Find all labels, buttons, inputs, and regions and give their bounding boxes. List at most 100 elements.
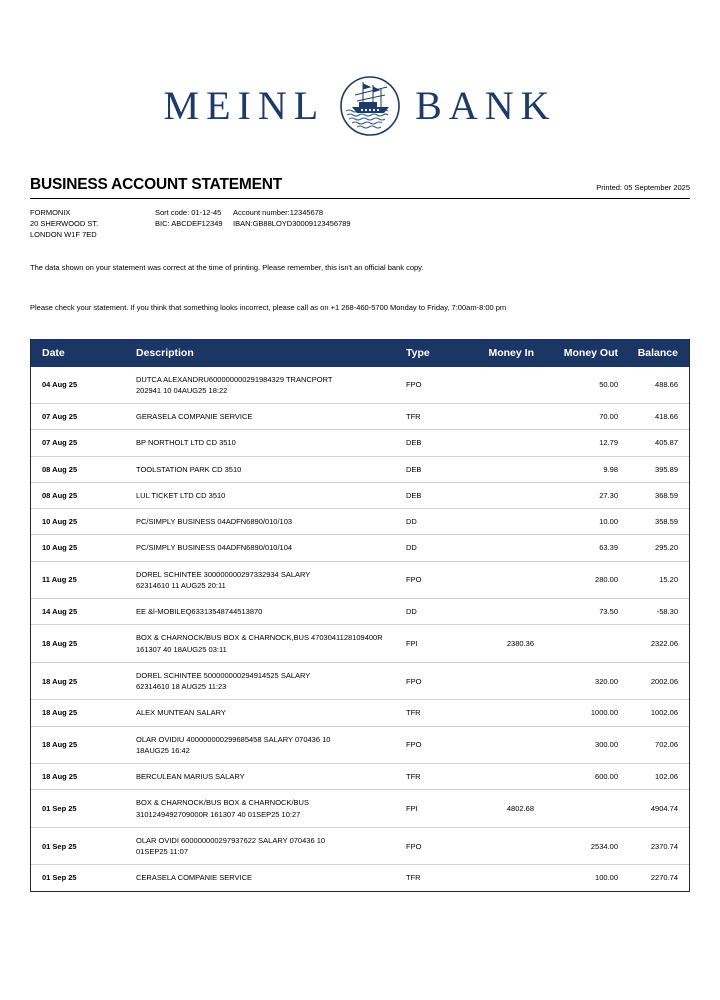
table-row: 18 Aug 25 BOX & CHARNOCK/BUS BOX & CHARNO… xyxy=(31,624,689,663)
cell-date: 11 Aug 25 xyxy=(31,561,128,600)
column-header-date: Date xyxy=(31,338,128,367)
cell-balance: 15.20 xyxy=(630,561,689,600)
cell-description: DOREL SCHINTEE 500000000294914525 SALARY… xyxy=(128,662,398,701)
cell-description: CERASELA COMPANIE SERVICE xyxy=(128,865,398,891)
table-body: 04 Aug 25 DUTCA ALEXANDRU6000000002919843… xyxy=(31,366,689,891)
cell-money-out: 12.79 xyxy=(540,429,630,457)
cell-balance: 395.89 xyxy=(630,456,689,483)
page-title: BUSINESS ACCOUNT STATEMENT xyxy=(30,176,282,193)
cell-money-out: 100.00 xyxy=(595,873,618,883)
table-row: 01 Sep 25 OLAR OVIDI 600000000297937622 S… xyxy=(31,827,689,866)
cell-money-in xyxy=(462,456,540,483)
cell-date: 18 Aug 25 xyxy=(31,763,128,791)
cell-description: BOX & CHARNOCK/BUS BOX & CHARNOCK,BUS 47… xyxy=(128,624,398,663)
cell-description: BP NORTHOLT LTD CD 3510 xyxy=(128,429,398,457)
logo-word-right: BANK xyxy=(415,83,557,128)
column-header-money-in: Money In xyxy=(462,338,540,367)
printing-disclaimer: The data shown on your statement was cor… xyxy=(30,262,424,272)
cell-date: 14 Aug 25 xyxy=(31,598,128,626)
description-line-2: 01SEP25 11:07 xyxy=(136,847,188,857)
table-row: 18 Aug 25 DOREL SCHINTEE 5000000002949145… xyxy=(31,662,689,701)
cell-money-out xyxy=(540,624,630,663)
cell-type: TFR xyxy=(406,873,421,883)
cell-type: TFR xyxy=(398,699,462,727)
cell-description: OLAR OVIDI 600000000297937622 SALARY 070… xyxy=(128,827,398,866)
cell-type: FPO xyxy=(398,561,462,600)
address-line-1: 20 SHERWOOD ST. xyxy=(30,218,99,228)
cell-money-out: 70.00 xyxy=(540,403,630,431)
cell-date: 18 Aug 25 xyxy=(31,726,128,765)
column-header-balance: Balance xyxy=(630,338,689,367)
cell-description: DUTCA ALEXANDRU600000000291984329 TRANCP… xyxy=(128,366,398,405)
cell-description: DOREL SCHINTEE 300000000297332934 SALARY… xyxy=(128,561,398,600)
cell-date: 01 Sep 25 xyxy=(31,789,128,828)
cell-money-out: 9.98 xyxy=(540,456,630,483)
cell-type: TFR xyxy=(398,763,462,791)
description-line-1: CERASELA COMPANIE SERVICE xyxy=(136,873,253,883)
column-header-type: Type xyxy=(398,338,462,367)
cell-date: 18 Aug 25 xyxy=(31,624,128,663)
cell-description: LUL TICKET LTD CD 3510 xyxy=(128,482,398,510)
cell-balance: 418.66 xyxy=(630,403,689,431)
table-row: 07 Aug 25 GERASELA COMPANIE SERVICE TFR 70.… xyxy=(31,403,689,431)
cell-description: OLAR OVIDIU 400000000299685458 SALARY 07… xyxy=(128,726,398,765)
cell-balance: 405.87 xyxy=(630,429,689,457)
cell-date: 07 Aug 25 xyxy=(31,429,128,457)
cell-date: 01 Sep 25 xyxy=(42,873,77,883)
description-line-1: BERCULEAN MARIUS SALARY xyxy=(136,772,245,782)
account-address: FORMONIX 20 SHERWOOD ST. LONDON W1F 7ED xyxy=(30,208,155,241)
cell-money-in xyxy=(462,429,540,457)
cell-balance: 102.06 xyxy=(630,763,689,791)
cell-type: DD xyxy=(398,598,462,626)
description-line-1: OLAR OVIDI 600000000297937622 SALARY 070… xyxy=(136,835,326,845)
cell-money-in xyxy=(462,763,540,791)
table-row: 08 Aug 25 LUL TICKET LTD CD 3510 DEB 27.30 3… xyxy=(31,482,689,510)
cell-type: DD xyxy=(398,508,462,536)
printed-date: Printed: 05 September 2025 xyxy=(596,183,690,192)
cell-money-out: 73.50 xyxy=(540,598,630,626)
description-line-1: DOREL SCHINTEE 300000000297332934 SALARY xyxy=(136,569,311,579)
cell-money-out: 10.00 xyxy=(540,508,630,536)
description-line-2: 3101249492709000R 161307 40 01SEP25 10:2… xyxy=(136,809,301,819)
table-row: 14 Aug 25 EE &l-MOBILEQ63313548744513870 D… xyxy=(31,598,689,626)
iban: IBAN:GB88LOYD30009123456789 xyxy=(233,218,351,228)
cell-money-in xyxy=(462,482,540,510)
description-line-1: ALEX MUNTEAN SALARY xyxy=(136,708,226,718)
cell-money-out: 280.00 xyxy=(540,561,630,600)
cell-type: DEB xyxy=(398,429,462,457)
cell-money-out: 2534.00 xyxy=(540,827,630,866)
cell-money-in: 4802.68 xyxy=(462,789,540,828)
description-line-1: BOX & CHARNOCK/BUS BOX & CHARNOCK/BUS xyxy=(136,798,309,808)
cell-money-out: 63.39 xyxy=(540,534,630,562)
table-header-row: Date Description Type Money In Money Out… xyxy=(31,338,689,367)
cell-type: DEB xyxy=(398,482,462,510)
cell-balance: 2322.06 xyxy=(630,624,689,663)
table-row: 08 Aug 25 TOOLSTATION PARK CD 3510 DEB 9.98… xyxy=(31,456,689,483)
description-line-1: DOREL SCHINTEE 500000000294914525 SALARY xyxy=(136,670,311,680)
cell-money-in xyxy=(462,561,540,600)
cell-type: TFR xyxy=(398,403,462,431)
cell-date: 04 Aug 25 xyxy=(31,366,128,405)
cell-description: ALEX MUNTEAN SALARY xyxy=(128,699,398,727)
bank-logo: MEINL xyxy=(30,0,690,150)
cell-description: PC/SIMPLY BUSINESS 04ADFN6890/010/103 xyxy=(128,508,398,536)
table-row: 18 Aug 25 ALEX MUNTEAN SALARY TFR 1000.00 10… xyxy=(31,699,689,727)
cell-type: DD xyxy=(398,534,462,562)
account-codes-left: Sort code: 01-12-45 BIC: ABCDEF12349 xyxy=(155,208,233,241)
cell-money-in xyxy=(462,534,540,562)
cell-money-in: 2380.36 xyxy=(462,624,540,663)
cell-description: PC/SIMPLY BUSINESS 04ADFN6890/010/104 xyxy=(128,534,398,562)
description-line-2: 62314610 18 AUG25 11:23 xyxy=(136,682,227,692)
cell-money-in xyxy=(462,508,540,536)
cell-description: TOOLSTATION PARK CD 3510 xyxy=(128,456,398,483)
cell-money-out: 27.30 xyxy=(540,482,630,510)
description-line-1: PC/SIMPLY BUSINESS 04ADFN6890/010/103 xyxy=(136,517,293,527)
table-row: 18 Aug 25 OLAR OVIDIU 400000000299685458 … xyxy=(31,726,689,765)
cell-money-out xyxy=(540,789,630,828)
cell-balance: 295.20 xyxy=(630,534,689,562)
cell-balance: 488.66 xyxy=(630,366,689,405)
sort-code: Sort code: 01-12-45 xyxy=(155,208,222,217)
table-row: 01 Sep 25 CERASELA COMPANIE SERVICE TFR 100… xyxy=(31,865,689,891)
account-name: FORMONIX xyxy=(30,208,71,217)
cell-date: 08 Aug 25 xyxy=(31,482,128,510)
